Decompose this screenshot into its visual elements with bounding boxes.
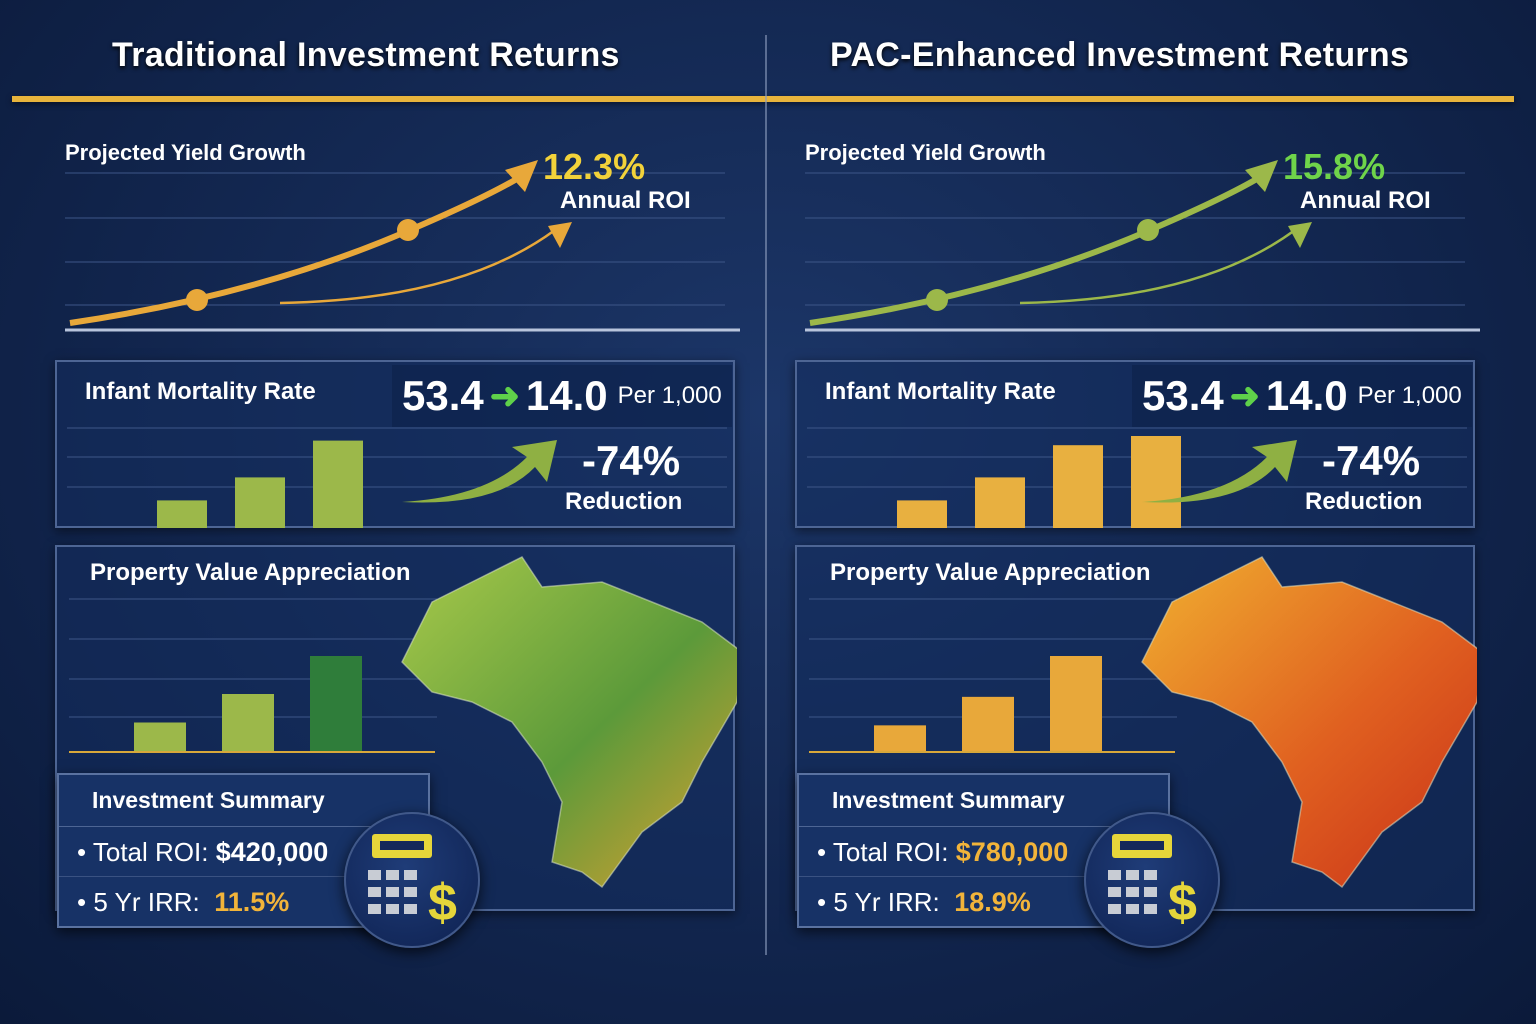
svg-text:$: $ [428, 874, 457, 932]
yield-growth-chart: Projected Yield Growth 12.3% Annual ROI [60, 130, 740, 335]
yield-growth-svg [65, 160, 740, 332]
secondary-trend-line [1019, 228, 1296, 305]
total-roi-label: • Total ROI: [817, 837, 949, 867]
mortality-bar [157, 500, 207, 528]
annual-roi-label: Annual ROI [560, 187, 691, 214]
svg-text:$: $ [1168, 874, 1197, 932]
arrow-right-icon: ➜ [1229, 375, 1260, 416]
mortality-bar [1131, 436, 1181, 528]
property-bar [962, 696, 1014, 751]
yield-growth-svg [805, 160, 1480, 332]
mortality-change: -74% [1322, 437, 1421, 484]
brazil-map [401, 556, 737, 889]
irr-label: • 5 Yr IRR: [77, 887, 200, 917]
comparison-panel: PAC-Enhanced Investment Returns Projecte… [740, 0, 1510, 1024]
yield-growth-chart: Projected Yield Growth 15.8% Annual ROI [800, 130, 1480, 335]
mortality-unit: Per 1,000 [1357, 382, 1462, 409]
mortality-to: 14.0 [1265, 372, 1348, 419]
mortality-bar-chart [807, 427, 1467, 528]
annual-roi-value: 15.8% [1283, 146, 1386, 187]
property-bar-chart [69, 556, 737, 889]
brazil-map [1141, 556, 1477, 889]
mortality-bar [235, 477, 285, 528]
mortality-label: Infant Mortality Rate [85, 378, 316, 405]
mortality-values: 53.4 ➜ 14.0 Per 1,000 [1132, 365, 1472, 427]
annual-roi-value: 12.3% [543, 146, 646, 187]
property-label: Property Value Appreciation [90, 559, 411, 586]
yield-trend-line [809, 177, 1257, 326]
panel-divider [765, 35, 767, 955]
irr-value: 11.5% [214, 887, 290, 917]
mortality-label: Infant Mortality Rate [825, 378, 1056, 405]
summary-title: Investment Summary [59, 775, 428, 827]
property-bar [874, 725, 926, 751]
header-divider [12, 96, 1514, 102]
secondary-trend-line [279, 228, 556, 305]
mortality-from: 53.4 [1142, 372, 1224, 419]
mortality-change-label: Reduction [565, 488, 683, 515]
yield-point [186, 289, 208, 311]
property-bar [222, 694, 274, 751]
mortality-change: -74% [582, 437, 681, 484]
mortality-bar [897, 500, 947, 528]
total-roi-row: • Total ROI: $420,000 [59, 827, 428, 877]
secondary-arrow-head [1288, 222, 1312, 248]
mortality-bar [975, 477, 1025, 528]
arrow-right-icon: ➜ [489, 375, 520, 416]
yield-point [397, 219, 419, 241]
irr-value: 18.9% [954, 887, 1031, 917]
yield-trend-line [69, 177, 517, 326]
summary-title: Investment Summary [799, 775, 1168, 827]
yield-label: Projected Yield Growth [805, 140, 1046, 165]
irr-row: • 5 Yr IRR: 18.9% [799, 877, 1168, 927]
total-roi-row: • Total ROI: $780,000 [799, 827, 1168, 877]
panel-title: Traditional Investment Returns [112, 36, 620, 74]
yield-arrow-head [505, 160, 538, 192]
property-bar [134, 722, 186, 751]
yield-arrow-head [1245, 160, 1278, 192]
mortality-values: 53.4 ➜ 14.0 Per 1,000 [392, 365, 732, 427]
comparison-panel: Traditional Investment Returns Projected… [55, 36, 740, 948]
mortality-bar [313, 440, 363, 528]
mortality-bar [1053, 445, 1103, 528]
mortality-change-label: Reduction [1305, 488, 1423, 515]
yield-point [1137, 219, 1159, 241]
annual-roi-label: Annual ROI [1300, 187, 1431, 214]
yield-label: Projected Yield Growth [65, 140, 306, 165]
irr-row: • 5 Yr IRR: 11.5% [59, 877, 428, 927]
panel-title: PAC-Enhanced Investment Returns [830, 36, 1410, 74]
property-bar-chart [809, 556, 1477, 889]
yield-point [926, 289, 948, 311]
reduction-arrow-icon [402, 440, 557, 503]
property-bar [310, 656, 362, 751]
property-label: Property Value Appreciation [830, 559, 1151, 586]
calculator-dollar-icon: $ [344, 812, 480, 948]
irr-label: • 5 Yr IRR: [817, 887, 940, 917]
secondary-arrow-head [548, 222, 572, 248]
mortality-to: 14.0 [525, 372, 608, 419]
infant-mortality-card: Infant Mortality Rate 53.4 ➜ 14.0 Per 1,… [55, 360, 735, 528]
mortality-unit: Per 1,000 [617, 382, 722, 409]
total-roi-value: $780,000 [955, 837, 1069, 867]
calculator-dollar-icon: $ [1084, 812, 1220, 948]
reduction-arrow-icon [1142, 440, 1297, 503]
mortality-bar-chart [67, 427, 727, 528]
mortality-from: 53.4 [402, 372, 484, 419]
total-roi-value: $420,000 [215, 837, 329, 867]
infant-mortality-card: Infant Mortality Rate 53.4 ➜ 14.0 Per 1,… [795, 360, 1475, 528]
property-bar [1050, 656, 1102, 751]
total-roi-label: • Total ROI: [77, 837, 209, 867]
